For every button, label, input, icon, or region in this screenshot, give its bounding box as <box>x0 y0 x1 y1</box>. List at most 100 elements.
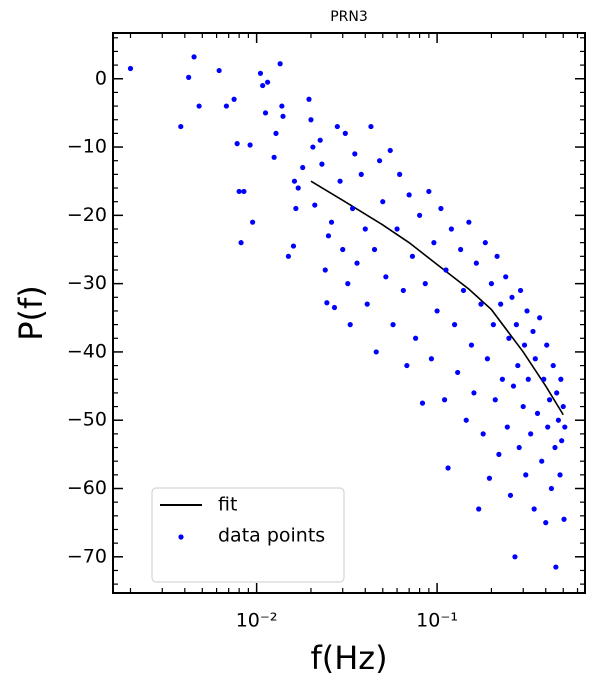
data-point <box>178 123 184 130</box>
data-point <box>499 376 505 382</box>
data-point <box>426 188 432 195</box>
data-point <box>371 246 378 253</box>
data-point <box>557 472 563 478</box>
data-point <box>504 424 510 430</box>
data-point <box>503 274 509 280</box>
y-tick-label: −10 <box>67 136 107 158</box>
data-point <box>438 205 444 212</box>
data-point <box>448 226 454 232</box>
data-point <box>532 356 538 362</box>
data-point <box>406 192 412 198</box>
data-point <box>490 322 496 328</box>
data-point <box>562 424 568 430</box>
data-point <box>510 383 517 389</box>
data-point <box>543 520 549 526</box>
data-point <box>368 123 374 130</box>
data-point <box>484 356 491 362</box>
y-tick-label: −40 <box>67 340 107 362</box>
data-point <box>507 492 514 498</box>
data-point <box>555 417 561 423</box>
data-point <box>537 315 543 321</box>
fit-line <box>310 180 564 416</box>
data-point <box>262 110 269 116</box>
data-point <box>394 226 400 232</box>
data-point <box>306 96 312 102</box>
data-point <box>422 281 428 287</box>
data-point <box>191 54 197 60</box>
chart-title: PRN3 <box>330 9 368 25</box>
data-point <box>419 400 426 406</box>
data-point <box>544 342 550 348</box>
data-point <box>528 431 534 437</box>
data-point <box>545 424 551 430</box>
y-tick-label: −30 <box>67 272 107 294</box>
data-point <box>558 376 564 382</box>
data-point <box>247 142 253 148</box>
data-point <box>290 243 297 249</box>
data-point <box>241 188 247 195</box>
data-point <box>397 171 403 177</box>
data-point <box>513 322 519 328</box>
data-point <box>476 506 482 512</box>
data-point <box>539 458 545 464</box>
data-point <box>515 362 521 369</box>
data-point <box>376 158 383 164</box>
axes-frame <box>112 32 586 594</box>
data-point <box>387 147 393 154</box>
data-point <box>334 123 340 130</box>
data-point <box>428 356 435 362</box>
data-point <box>317 137 323 143</box>
data-point <box>291 178 298 184</box>
x-tick-label: 10⁻² <box>236 610 278 632</box>
data-point <box>409 253 416 259</box>
data-point <box>488 281 495 287</box>
data-point <box>482 240 488 246</box>
data-point <box>342 130 348 136</box>
data-point <box>525 376 531 382</box>
data-point <box>521 342 528 348</box>
data-point <box>345 281 351 287</box>
data-point <box>458 246 464 253</box>
data-point <box>443 267 449 273</box>
data-point <box>460 287 467 294</box>
data-point <box>468 342 475 348</box>
data-point <box>498 301 504 307</box>
y-tick-label: 0 <box>95 67 107 89</box>
data-point <box>127 65 134 72</box>
data-point <box>328 219 335 225</box>
data-point <box>352 151 358 157</box>
data-point <box>560 403 566 410</box>
data-point <box>534 410 541 416</box>
data-point <box>541 376 547 382</box>
data-point <box>492 397 498 403</box>
data-point <box>471 390 477 396</box>
data-point <box>473 260 479 266</box>
data-point <box>506 335 512 341</box>
data-point <box>271 154 277 160</box>
data-point <box>530 328 536 335</box>
data-point <box>223 103 230 109</box>
data-point <box>264 79 271 85</box>
data-point <box>319 161 325 167</box>
data-point <box>373 349 379 355</box>
data-point <box>412 335 419 341</box>
data-point <box>383 274 389 280</box>
x-axis-label: f(Hz) <box>310 639 387 677</box>
data-point <box>520 403 526 410</box>
data-point <box>546 397 553 403</box>
data-point <box>362 226 368 232</box>
data-point <box>358 171 364 177</box>
data-point <box>285 253 292 259</box>
data-point <box>216 67 222 74</box>
data-point <box>523 472 529 478</box>
data-point <box>524 308 530 314</box>
data-point <box>324 300 330 306</box>
data-point <box>337 178 343 184</box>
legend-box <box>151 487 345 583</box>
data-point <box>445 465 451 471</box>
y-axis-label: P(f) <box>12 285 50 341</box>
data-point <box>417 212 423 218</box>
data-point <box>238 240 244 246</box>
data-point <box>550 362 556 369</box>
